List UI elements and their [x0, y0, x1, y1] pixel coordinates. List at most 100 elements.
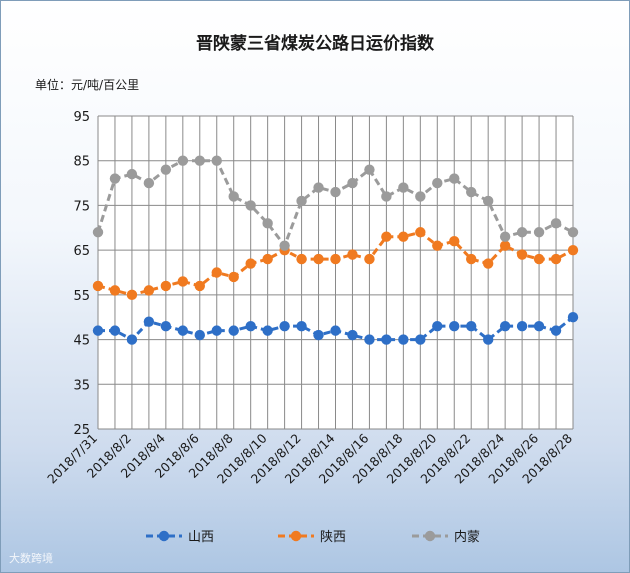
data-point	[228, 325, 239, 336]
data-point	[398, 182, 409, 193]
data-point	[143, 316, 155, 327]
data-point	[279, 240, 290, 251]
data-point	[228, 191, 239, 202]
data-point	[415, 191, 426, 202]
data-point	[211, 267, 222, 278]
data-point	[109, 325, 121, 336]
data-point	[516, 320, 528, 332]
watermark: 大数跨境	[9, 552, 53, 565]
data-point	[499, 320, 511, 332]
data-point	[398, 334, 409, 345]
legend-label: 山西	[188, 530, 214, 545]
data-point	[245, 200, 256, 211]
data-point	[364, 334, 375, 345]
data-point	[194, 155, 205, 166]
data-point	[347, 329, 358, 341]
y-tick-label: 95	[73, 110, 90, 125]
data-point	[466, 253, 477, 265]
data-point	[364, 164, 375, 175]
data-point	[92, 280, 104, 292]
y-tick-label: 35	[73, 378, 90, 393]
data-point	[533, 253, 545, 265]
data-point	[449, 236, 460, 247]
data-point	[194, 280, 205, 292]
unit-label: 单位：元/吨/百公里	[35, 78, 140, 92]
data-point	[449, 320, 460, 332]
data-point	[381, 334, 392, 345]
data-point	[499, 240, 511, 251]
data-point	[177, 155, 189, 166]
y-tick-label: 55	[73, 289, 90, 304]
data-point	[466, 186, 477, 198]
data-point	[550, 325, 562, 336]
data-point	[109, 173, 121, 184]
y-tick-label: 25	[73, 423, 90, 438]
data-point	[516, 249, 528, 260]
data-point	[177, 276, 189, 287]
data-point	[466, 320, 477, 332]
data-point	[245, 320, 256, 332]
data-point	[432, 320, 443, 332]
data-point	[330, 253, 341, 265]
legend-label: 陕西	[320, 530, 346, 545]
data-point	[126, 168, 138, 180]
data-point	[567, 244, 579, 256]
data-point	[228, 271, 239, 283]
data-point	[482, 258, 494, 269]
data-point	[279, 320, 290, 332]
data-point	[296, 195, 307, 207]
data-point	[160, 164, 172, 175]
data-point	[296, 320, 307, 332]
data-point	[398, 231, 409, 242]
y-tick-label: 85	[73, 155, 90, 170]
legend-marker	[158, 530, 170, 542]
legend-label: 内蒙	[454, 529, 480, 545]
data-point	[415, 334, 426, 345]
data-point	[449, 173, 460, 184]
data-point	[381, 231, 392, 242]
data-point	[516, 227, 528, 238]
data-point	[533, 320, 545, 332]
data-point	[211, 155, 222, 166]
data-point	[567, 312, 579, 323]
data-point	[347, 177, 358, 189]
data-point	[194, 329, 205, 341]
data-point	[262, 325, 273, 336]
data-point	[432, 240, 443, 251]
data-point	[262, 218, 273, 229]
data-point	[92, 325, 104, 336]
data-point	[92, 227, 104, 238]
data-point	[381, 191, 392, 202]
data-point	[296, 253, 307, 265]
legend-marker	[424, 530, 436, 542]
data-point	[499, 231, 511, 242]
data-point	[160, 280, 172, 292]
chart-title: 晋陕蒙三省煤炭公路日运价指数	[196, 34, 434, 54]
data-point	[550, 253, 562, 265]
data-point	[177, 325, 189, 336]
data-point	[109, 285, 121, 296]
data-point	[313, 182, 324, 193]
data-point	[533, 227, 545, 238]
legend-marker	[290, 530, 302, 542]
data-point	[550, 218, 562, 229]
data-point	[330, 186, 341, 198]
data-point	[143, 285, 155, 296]
data-point	[432, 177, 443, 189]
data-point	[330, 325, 341, 336]
data-point	[245, 258, 256, 269]
data-point	[126, 334, 138, 345]
data-point	[364, 253, 375, 265]
data-point	[313, 253, 324, 265]
data-point	[347, 249, 358, 260]
y-tick-label: 45	[73, 334, 90, 349]
data-point	[313, 329, 324, 341]
data-point	[415, 227, 426, 238]
data-point	[143, 177, 155, 189]
data-point	[567, 227, 579, 238]
data-point	[160, 320, 172, 332]
data-point	[482, 334, 494, 345]
data-point	[126, 289, 138, 301]
